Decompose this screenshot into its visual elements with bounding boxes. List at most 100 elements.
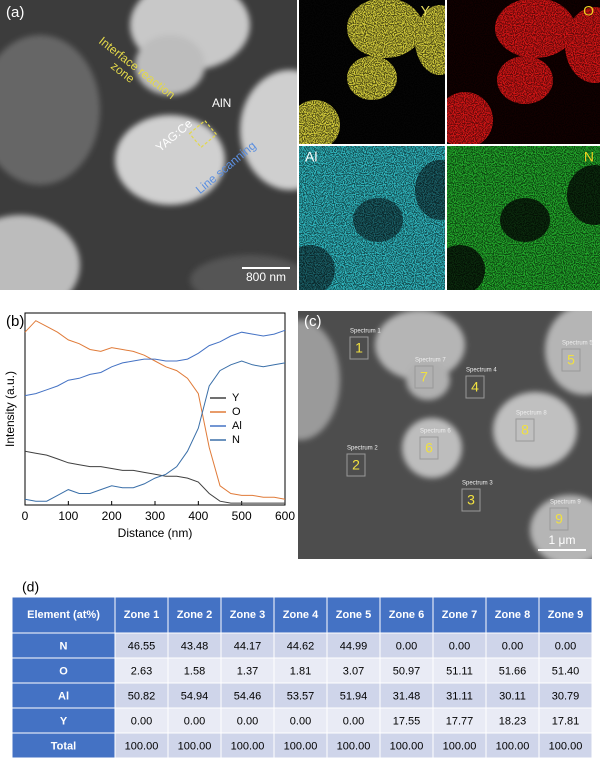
- cell-text: 31.48: [393, 690, 421, 702]
- row-header: Al: [58, 690, 69, 702]
- row-header: Y: [60, 715, 68, 727]
- cell-text: 44.62: [287, 640, 315, 652]
- table-cell: [485, 657, 540, 684]
- spectrum-number: 7: [420, 369, 428, 385]
- panel-label: (b): [6, 313, 24, 330]
- x-tick-label: 200: [102, 509, 122, 523]
- x-tick-label: 300: [145, 509, 165, 523]
- header-text: Zone 7: [442, 609, 477, 621]
- spectrum-name: Spectrum 5: [562, 341, 593, 347]
- table-cell: [379, 732, 434, 759]
- cell-text: 100.00: [178, 740, 212, 752]
- eds-map: [447, 146, 600, 290]
- x-tick-label: 400: [188, 509, 208, 523]
- legend-label: Y: [232, 392, 240, 404]
- spectrum-number: 9: [555, 511, 563, 527]
- row-header: O: [59, 665, 68, 677]
- map-label: O: [583, 3, 594, 19]
- sem-image: [298, 311, 592, 559]
- table-cell: [485, 707, 540, 734]
- table-cell: [538, 657, 593, 684]
- cell-text: 17.81: [552, 715, 580, 727]
- table-cell: [167, 657, 222, 684]
- spectrum-name: Spectrum 9: [550, 500, 581, 506]
- row-header: N: [60, 640, 68, 652]
- cell-text: 100.00: [390, 740, 424, 752]
- data-line: [24, 329, 286, 397]
- x-tick-label: 500: [232, 509, 252, 523]
- cell-text: 17.77: [446, 715, 474, 727]
- table-cell: [114, 707, 169, 734]
- cell-text: 30.79: [552, 690, 580, 702]
- annotation: AlN: [212, 96, 231, 110]
- data-line: [24, 360, 286, 502]
- table-cell: [220, 657, 275, 684]
- table-cell: [432, 657, 487, 684]
- cell-text: 100.00: [337, 740, 371, 752]
- table-cell: [538, 707, 593, 734]
- header-text: Zone 5: [336, 609, 371, 621]
- spectrum-number: 8: [521, 422, 529, 438]
- map-label: Al: [305, 149, 317, 165]
- cell-text: 54.46: [234, 690, 262, 702]
- cell-text: 0.00: [555, 640, 576, 652]
- spectrum-name: Spectrum 3: [462, 481, 493, 487]
- spectrum-box: [414, 365, 434, 389]
- cell-text: 2.63: [131, 665, 152, 677]
- spectrum-name: Spectrum 6: [420, 429, 451, 435]
- cell-text: 18.23: [499, 715, 527, 727]
- table-cell: [326, 657, 381, 684]
- cell-text: 44.17: [234, 640, 262, 652]
- row-header: Total: [51, 740, 76, 752]
- panel-label: (d): [22, 579, 39, 595]
- header-cell: [114, 596, 169, 634]
- spectrum-box: [349, 336, 369, 360]
- cell-text: 54.94: [181, 690, 209, 702]
- x-tick-label: 600: [275, 509, 295, 523]
- header-text: Zone 1: [124, 609, 159, 621]
- spectrum-name: Spectrum 4: [466, 368, 497, 374]
- spectrum-name: Spectrum 1: [350, 329, 381, 335]
- header-cell: [220, 596, 275, 634]
- cell-text: 30.11: [499, 690, 526, 702]
- x-axis-label: Distance (nm): [118, 526, 193, 540]
- panel-label: (a): [6, 4, 24, 21]
- table-cell: [485, 732, 540, 759]
- cell-text: 50.82: [128, 690, 156, 702]
- table-cell: [379, 707, 434, 734]
- panel-label: (c): [304, 313, 322, 330]
- map-label: N: [584, 149, 594, 165]
- cell-text: 0.00: [449, 640, 470, 652]
- table-cell: [485, 682, 540, 709]
- table-cell: [11, 707, 116, 734]
- spectra: Spectrum 1 1 Spectrum 2 2 Spectrum 3 3 Spectru…: [346, 329, 593, 531]
- cell-text: 0.00: [343, 715, 364, 727]
- table-cell: [114, 732, 169, 759]
- cell-text: 17.55: [393, 715, 421, 727]
- cell-text: 44.99: [340, 640, 368, 652]
- table-cell: [114, 632, 169, 659]
- header-cell: [167, 596, 222, 634]
- cell-text: 43.48: [181, 640, 209, 652]
- table-cell: [114, 657, 169, 684]
- header-text: Zone 9: [548, 609, 583, 621]
- header-text: Zone 8: [495, 609, 530, 621]
- spectrum-box: [515, 418, 535, 442]
- header-text: Zone 3: [230, 609, 265, 621]
- spectrum-number: 3: [467, 492, 475, 508]
- cell-text: 51.66: [499, 665, 527, 677]
- spectrum-box: [346, 453, 366, 477]
- spectrum-box: [461, 488, 481, 512]
- spectrum-box: [419, 436, 439, 460]
- cell-text: 51.40: [552, 665, 580, 677]
- cell-text: 100.00: [284, 740, 318, 752]
- cell-text: 50.97: [393, 665, 421, 677]
- table-cell: [220, 707, 275, 734]
- table-cell: [326, 732, 381, 759]
- cell-text: 1.37: [237, 665, 258, 677]
- header-cell: [326, 596, 381, 634]
- cell-text: 0.00: [502, 640, 523, 652]
- spectrum-box: [549, 507, 569, 531]
- cell-text: 0.00: [396, 640, 417, 652]
